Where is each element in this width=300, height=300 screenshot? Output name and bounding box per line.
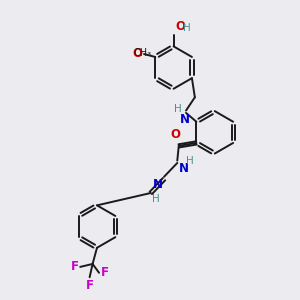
Text: H: H [183, 23, 191, 33]
Text: N: N [179, 162, 189, 175]
Text: O: O [175, 20, 185, 33]
Text: F: F [100, 266, 109, 279]
Text: N: N [153, 178, 163, 191]
Text: CH₃: CH₃ [134, 48, 152, 59]
Text: H: H [174, 104, 182, 114]
Text: F: F [71, 260, 79, 273]
Text: F: F [85, 279, 94, 292]
Text: O: O [170, 128, 180, 142]
Text: H: H [152, 194, 160, 205]
Text: O: O [132, 47, 142, 60]
Text: H: H [185, 156, 193, 166]
Text: N: N [180, 113, 190, 126]
